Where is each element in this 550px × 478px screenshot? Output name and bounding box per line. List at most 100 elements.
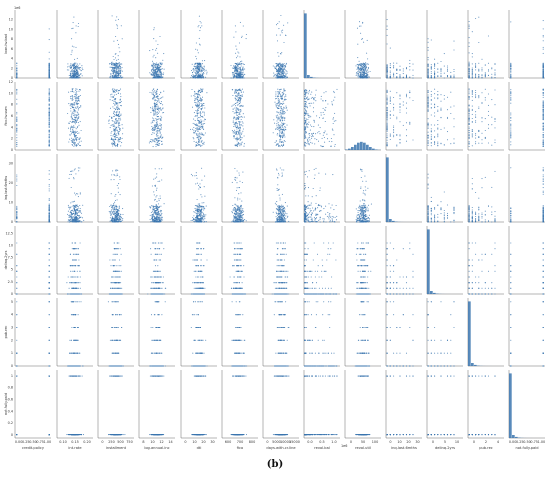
scatter-point: [430, 128, 432, 130]
scatter-point: [239, 145, 241, 147]
scatter-point: [48, 115, 50, 117]
scatter-point: [111, 130, 113, 133]
scatter-point: [471, 92, 473, 94]
scatter-point: [76, 88, 78, 90]
scatter-point: [153, 29, 155, 31]
scatter-point: [434, 58, 436, 60]
scatter-point: [111, 68, 113, 70]
scatter-point: [399, 94, 401, 96]
scatter-point: [117, 69, 119, 71]
scatter-point: [357, 72, 359, 74]
scatter-point: [276, 120, 278, 122]
scatter-point: [120, 113, 122, 115]
scatter-point: [304, 116, 306, 118]
scatter-point: [197, 128, 199, 130]
scatter-point: [160, 118, 162, 121]
scatter-point: [153, 113, 155, 115]
scatter-point: [117, 131, 119, 133]
scatter-point: [116, 24, 118, 26]
scatter-point: [194, 67, 196, 69]
scatter-point: [236, 93, 238, 95]
scatter-point: [306, 105, 308, 107]
scatter-point: [194, 72, 197, 74]
scatter-point: [468, 26, 470, 28]
scatter-point: [312, 96, 314, 98]
scatter-point: [281, 124, 283, 127]
scatter-point: [312, 132, 315, 134]
scatter-point: [386, 75, 388, 77]
scatter-point: [78, 95, 80, 97]
scatter-point: [308, 89, 311, 91]
scatter-point: [119, 140, 121, 143]
scatter-point: [233, 137, 235, 139]
scatter-point: [73, 120, 75, 122]
scatter-point: [278, 96, 280, 98]
scatter-point: [320, 114, 322, 116]
scatter-point: [363, 69, 365, 71]
scatter-point: [364, 66, 366, 68]
scatter-point: [156, 77, 158, 79]
scatter-point: [162, 112, 164, 114]
scatter-point: [276, 34, 278, 36]
scatter-point: [75, 135, 77, 137]
scatter-point: [283, 103, 285, 105]
scatter-point: [315, 89, 317, 91]
scatter-point: [275, 105, 277, 107]
scatter-point: [192, 128, 194, 130]
scatter-point: [430, 131, 432, 133]
scatter-point: [201, 71, 203, 73]
scatter-point: [280, 106, 282, 108]
scatter-point: [117, 126, 119, 128]
scatter-point: [75, 135, 77, 138]
scatter-point: [283, 134, 285, 136]
scatter-point: [542, 36, 544, 38]
scatter-point: [236, 69, 238, 71]
scatter-point: [48, 138, 50, 140]
scatter-point: [196, 68, 198, 70]
scatter-point: [234, 63, 236, 65]
scatter-point: [277, 119, 279, 121]
scatter-point: [201, 132, 203, 134]
scatter-point: [110, 73, 112, 75]
scatter-point: [76, 140, 78, 142]
scatter-point: [232, 104, 234, 106]
scatter-point: [236, 107, 238, 109]
scatter-point: [243, 63, 245, 66]
scatter-point: [73, 71, 75, 73]
scatter-point: [156, 68, 158, 70]
scatter-point: [276, 132, 279, 135]
scatter-point: [70, 139, 72, 142]
scatter-point: [119, 93, 122, 95]
scatter-point: [163, 68, 165, 70]
scatter-point: [305, 131, 307, 133]
scatter-point: [484, 97, 486, 99]
scatter-point: [195, 55, 197, 57]
scatter-point: [361, 71, 363, 73]
scatter-point: [412, 77, 414, 79]
scatter-point: [440, 69, 442, 71]
scatter-point: [48, 88, 50, 90]
scatter-point: [481, 77, 483, 79]
scatter-point: [434, 124, 436, 126]
scatter-point: [198, 73, 200, 75]
scatter-point: [151, 141, 153, 143]
scatter-point: [232, 110, 234, 113]
scatter-point: [206, 92, 208, 94]
scatter-point: [73, 119, 75, 121]
scatter-point: [110, 96, 112, 98]
scatter-point: [409, 121, 411, 123]
scatter-point: [430, 66, 432, 68]
scatter-point: [399, 68, 401, 71]
scatter-point: [389, 97, 391, 99]
scatter-point: [402, 73, 404, 75]
scatter-point: [317, 132, 319, 134]
scatter-point: [191, 106, 194, 108]
scatter-point: [76, 127, 78, 129]
scatter-point: [203, 111, 205, 113]
scatter-point: [365, 67, 367, 69]
scatter-point: [311, 125, 313, 127]
scatter-point: [481, 101, 483, 104]
scatter-point: [200, 66, 202, 68]
scatter-point: [446, 139, 449, 141]
scatter-point: [386, 66, 388, 68]
